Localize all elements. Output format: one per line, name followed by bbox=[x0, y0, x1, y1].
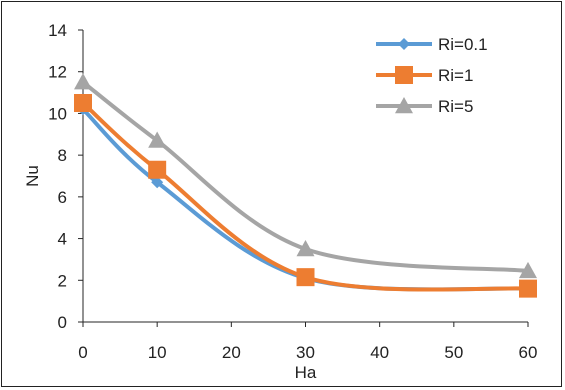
series-layer bbox=[74, 73, 537, 298]
data-point-square bbox=[74, 94, 92, 112]
x-tick-label: 20 bbox=[222, 343, 241, 362]
data-point-triangle bbox=[74, 73, 92, 90]
legend-marker-square bbox=[395, 66, 413, 84]
x-tick-label: 40 bbox=[370, 343, 389, 362]
x-tick-label: 10 bbox=[148, 343, 167, 362]
x-tick-labels: 0 10 20 30 40 50 60 bbox=[78, 322, 537, 362]
legend-item: Ri=5 bbox=[376, 97, 473, 116]
x-axis-title: Ha bbox=[295, 363, 317, 382]
y-tick-label: 2 bbox=[58, 271, 67, 290]
y-tick-label: 8 bbox=[58, 146, 67, 165]
legend-marker-diamond bbox=[398, 38, 410, 50]
data-point-triangle bbox=[148, 131, 167, 148]
x-tick-label: 50 bbox=[444, 343, 463, 362]
y-tick-label: 10 bbox=[48, 104, 67, 123]
y-tick-label: 4 bbox=[58, 230, 67, 249]
series-line bbox=[81, 80, 530, 273]
legend-item: Ri=0.1 bbox=[376, 35, 488, 54]
legend-item: Ri=1 bbox=[376, 66, 473, 85]
legend: Ri=0.1 Ri=1 Ri=5 bbox=[376, 35, 488, 116]
data-point-square bbox=[148, 160, 167, 179]
x-tick-label: 0 bbox=[78, 343, 87, 362]
y-tick-label: 6 bbox=[58, 188, 67, 207]
data-point-square bbox=[296, 268, 315, 287]
legend-label: Ri=5 bbox=[438, 97, 473, 116]
legend-label: Ri=0.1 bbox=[438, 35, 488, 54]
series-line bbox=[81, 101, 530, 292]
data-point-triangle bbox=[519, 261, 537, 279]
x-tick-label: 60 bbox=[519, 343, 538, 362]
series-3 bbox=[74, 73, 537, 279]
y-tick-labels: 0 2 4 6 8 10 12 14 bbox=[48, 21, 83, 332]
y-tick-label: 12 bbox=[48, 63, 67, 82]
data-point-diamond bbox=[151, 176, 164, 189]
data-point-triangle bbox=[296, 240, 315, 257]
y-tick-label: 0 bbox=[58, 313, 67, 332]
legend-marker-triangle bbox=[395, 97, 413, 114]
legend-label: Ri=1 bbox=[438, 66, 473, 85]
y-axis-title: Nu bbox=[23, 165, 42, 187]
x-tick-label: 30 bbox=[296, 343, 315, 362]
series-2 bbox=[74, 94, 537, 298]
data-point-square bbox=[519, 279, 537, 298]
y-tick-label: 14 bbox=[48, 21, 67, 40]
